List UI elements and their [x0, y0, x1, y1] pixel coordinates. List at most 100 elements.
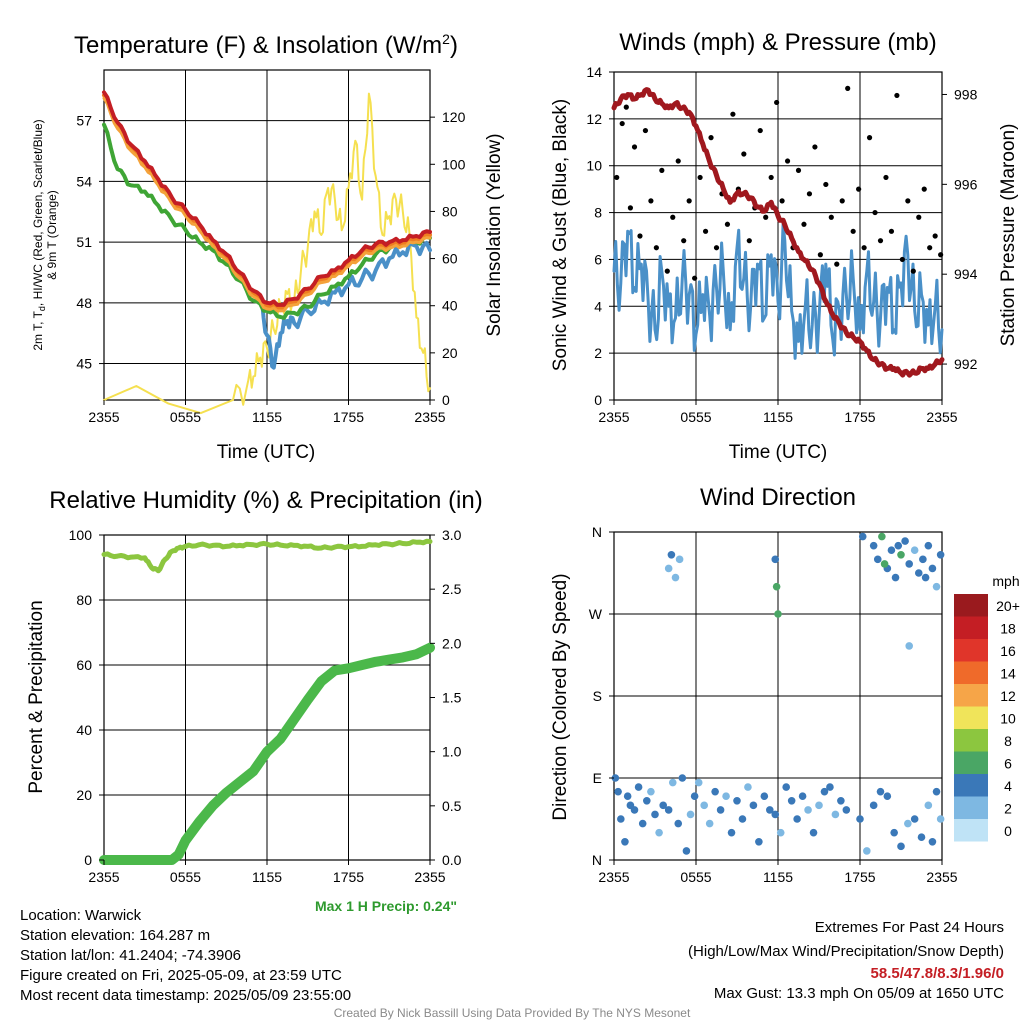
- gust-point: [795, 167, 802, 173]
- gust-point: [806, 191, 813, 197]
- gust-point: [910, 268, 916, 274]
- wind-direction-point: [727, 828, 736, 837]
- winds-ylabel-right: Station Pressure (Maroon): [998, 124, 1019, 347]
- gust-point: [779, 198, 785, 204]
- wind-direction-point: [682, 847, 691, 855]
- pressure-line: [611, 87, 945, 378]
- gust-point: [812, 144, 818, 150]
- direction-tick-label: E: [593, 770, 602, 786]
- wind-direction-point: [621, 837, 629, 846]
- wind-direction-point: [837, 796, 845, 805]
- gust-point: [741, 151, 747, 157]
- y-tick-label-right: 994: [954, 266, 978, 282]
- recent-timestamp: Most recent data timestamp: 2025/05/09 2…: [20, 987, 352, 1004]
- wind-direction-point: [932, 582, 941, 591]
- wind-direction-point: [772, 582, 781, 591]
- temperature-panel: Temperature (F) & Insolation (W/m2) 2355…: [31, 31, 505, 463]
- gust-point: [905, 198, 911, 204]
- x-tick-label: 0555: [680, 869, 711, 885]
- wind-direction-point: [878, 532, 886, 541]
- credit-line: Created By Nick Bassill Using Data Provi…: [333, 1006, 691, 1020]
- wind-direction-point: [617, 815, 625, 823]
- winds-panel: Winds (mph) & Pressure (mb) 2355 0555 1155…: [550, 29, 1019, 463]
- wind-direction-point: [678, 774, 687, 782]
- gust-point: [823, 181, 829, 188]
- colorbar-swatch: [954, 594, 988, 617]
- y-tick-label-right: 996: [954, 176, 978, 192]
- extremes-heading: Extremes For Past 24 Hours: [814, 919, 1004, 936]
- wind-direction-point: [901, 537, 909, 545]
- x-tick-label: 2355: [926, 869, 957, 885]
- wind-direction-point: [890, 828, 898, 837]
- temperature-xlabel: Time (UTC): [217, 442, 316, 463]
- y-tick-label-left: 100: [69, 527, 93, 543]
- station-elevation: Station elevation: 164.287 m: [20, 927, 211, 944]
- gust-point: [883, 174, 889, 181]
- y-tick-label-right: 0.0: [442, 852, 462, 868]
- colorbar-swatch: [954, 616, 988, 639]
- gust-point: [828, 214, 834, 220]
- gust-point: [768, 174, 774, 181]
- wind-direction-point: [744, 783, 752, 791]
- x-tick-label: 2355: [598, 409, 629, 425]
- gust-point: [921, 186, 927, 192]
- y-tick-label-left: 51: [76, 234, 92, 250]
- gust-point: [861, 245, 867, 251]
- wind-direction-point: [643, 796, 651, 805]
- wind-direction-point: [651, 810, 659, 819]
- wind-direction-point: [722, 792, 730, 801]
- wind-direction-point: [674, 819, 683, 828]
- y-tick-label-left: 0: [594, 392, 602, 408]
- gust-point: [614, 174, 620, 181]
- gust-point: [659, 167, 665, 173]
- y-tick-label-right: 80: [442, 203, 458, 219]
- colorbar-swatch: [954, 819, 988, 842]
- colorbar-label: 10: [1000, 711, 1016, 727]
- wind-direction-point: [928, 564, 937, 573]
- x-tick-label: 1155: [252, 869, 282, 885]
- wind-direction-point: [700, 801, 708, 810]
- station-location: Location: Warwick: [20, 907, 142, 924]
- wind-direction-point: [869, 801, 878, 810]
- wind-direction-point: [716, 806, 725, 814]
- wind-direction-point: [809, 828, 818, 837]
- wind-direction-point: [711, 787, 719, 796]
- gust-point: [850, 228, 856, 234]
- direction-tick-label: N: [592, 852, 602, 868]
- gust-point: [872, 209, 878, 216]
- x-tick-label: 1155: [763, 409, 793, 425]
- x-tick-label: 0555: [170, 869, 201, 885]
- y-tick-label-left: 54: [76, 173, 92, 189]
- y-tick-label-right: 1.5: [442, 690, 462, 706]
- gust-point: [648, 198, 654, 204]
- y-tick-label-left: 48: [76, 295, 92, 311]
- y-tick-label-right: 0: [442, 392, 450, 408]
- wind-direction-point: [664, 564, 673, 573]
- wind-direction-point: [815, 801, 823, 810]
- wind-direction-point: [826, 783, 834, 791]
- winds-xlabel: Time (UTC): [729, 442, 828, 463]
- wind-direction-point: [638, 819, 647, 828]
- wind-direction-point: [914, 569, 923, 577]
- wind-direction-point: [869, 541, 878, 550]
- colorbar-swatch: [954, 774, 988, 797]
- wind-direction-point: [690, 792, 699, 801]
- heat-index-line: [102, 96, 432, 313]
- wind-direction-point: [883, 792, 892, 801]
- y-tick-label-left: 60: [76, 657, 92, 673]
- wind-direction-point: [856, 815, 864, 823]
- solar-insolation-line: [103, 92, 431, 415]
- wind-direction-point: [611, 774, 620, 782]
- gust-point: [866, 135, 873, 141]
- colorbar-swatch: [954, 706, 988, 729]
- wind-direction-point: [675, 555, 684, 564]
- gust-point: [834, 261, 840, 267]
- y-tick-label-left: 80: [76, 592, 92, 608]
- wind-direction-point: [647, 787, 655, 796]
- winds-title: Winds (mph) & Pressure (mb): [619, 29, 936, 56]
- wind-direction-title: Wind Direction: [700, 484, 856, 511]
- wind-direction-point: [755, 837, 763, 846]
- wind-direction-point: [863, 847, 871, 855]
- humidity-ylabel-left: Percent & Precipitation: [26, 600, 47, 793]
- wind-direction-point: [760, 792, 769, 801]
